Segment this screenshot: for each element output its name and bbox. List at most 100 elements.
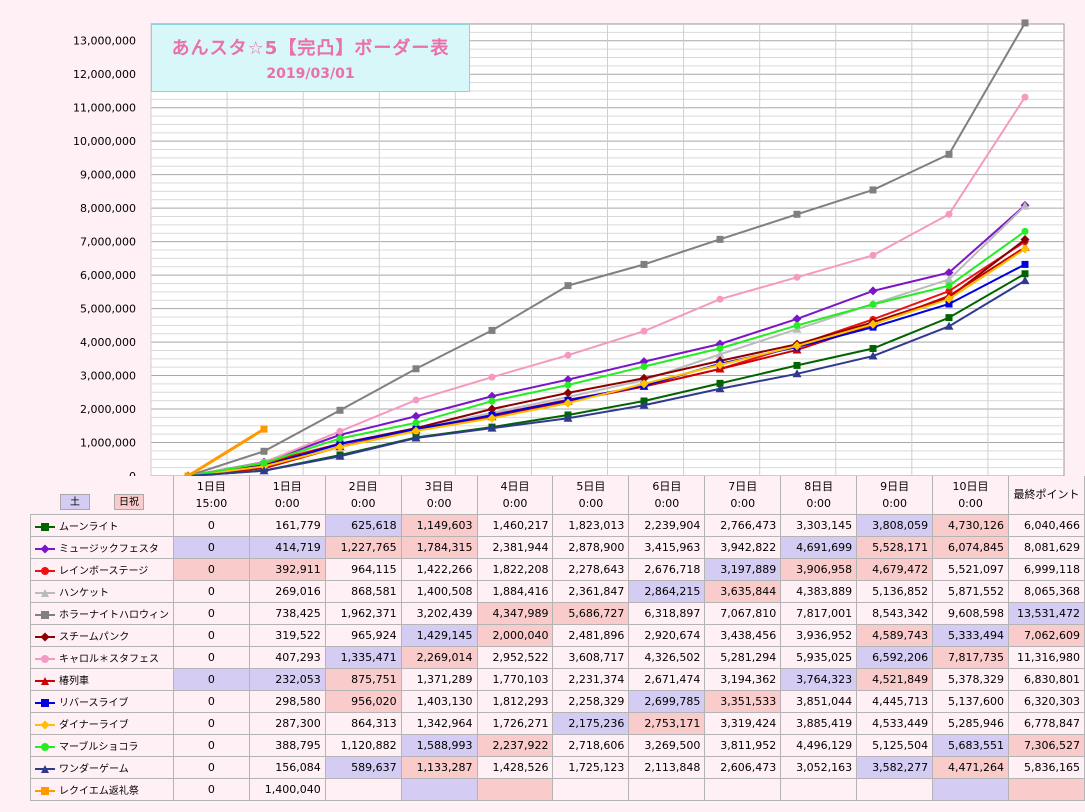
data-point [715, 349, 725, 358]
data-point [1021, 270, 1029, 278]
value-cell: 0 [173, 557, 250, 581]
value-cell: 2,952,522 [476, 645, 554, 669]
data-point [869, 300, 877, 308]
value-cell: 5,137,600 [932, 689, 1009, 713]
data-point [412, 396, 420, 404]
data-point [639, 373, 649, 383]
legend-swatch-icon [35, 631, 55, 642]
value-cell: 1,422,266 [400, 557, 478, 581]
value-cell [780, 777, 858, 801]
table-row: レクイエム返礼祭 0 1,400,040 [30, 777, 1085, 801]
column-header: 3日目 0:00 [400, 476, 478, 515]
series-name: キャロル＊スタフェス [59, 653, 159, 665]
column-day: 6日目 [652, 479, 682, 493]
data-point [336, 434, 344, 442]
value-cell: 4,589,743 [856, 623, 934, 647]
y-tick-label: 11,000,000 [73, 102, 136, 115]
value-cell: 6,778,847 [1008, 711, 1085, 735]
value-cell: 5,125,504 [856, 733, 934, 757]
data-point [715, 384, 725, 393]
data-point [488, 373, 496, 381]
value-cell: 0 [173, 513, 250, 537]
legend-swatch-icon [35, 522, 55, 531]
column-day: 10日目 [952, 479, 989, 493]
value-cell: 11,316,980 [1008, 645, 1085, 669]
value-cell: 2,753,171 [628, 711, 706, 735]
value-cell: 5,378,329 [932, 667, 1009, 691]
value-cell: 2,718,606 [552, 733, 630, 757]
table-row: ワンダーゲーム 0 156,084 589,637 1,133,287 1,428,526… [30, 755, 1085, 779]
value-cell: 3,851,044 [780, 689, 858, 713]
value-cell: 1,428,526 [476, 755, 554, 779]
value-cell: 2,481,896 [552, 623, 630, 647]
value-cell: 1,770,103 [476, 667, 554, 691]
y-tick-label: 8,000,000 [80, 202, 136, 215]
data-point [564, 381, 572, 389]
column-time: 0:00 [806, 496, 832, 510]
value-cell: 3,415,963 [628, 535, 706, 559]
column-header: 4日目 0:00 [476, 476, 554, 515]
value-cell: 9,608,598 [932, 601, 1009, 625]
value-cell: 3,608,717 [552, 645, 630, 669]
value-cell: 392,911 [248, 557, 326, 581]
table-row: スチームパンク 0 319,522 965,924 1,429,145 2,000,040… [30, 623, 1085, 647]
value-cell: 6,592,206 [856, 645, 934, 669]
series-ホラーナイトハロウィン [184, 19, 1029, 476]
data-point [944, 274, 954, 283]
data-point [716, 379, 724, 387]
series-name-cell: 椿列車 [30, 667, 174, 691]
data-point [793, 210, 801, 218]
y-tick-label: 1,000,000 [80, 437, 136, 450]
column-day: 1日目 [272, 479, 302, 493]
data-point [335, 451, 345, 460]
data-point [945, 210, 953, 218]
data-point [945, 150, 953, 158]
data-point [639, 379, 649, 389]
value-cell: 3,808,059 [856, 513, 934, 537]
data-point [564, 351, 572, 359]
column-day: 2日目 [348, 479, 378, 493]
value-cell [704, 777, 782, 801]
series-name-cell: ワンダーゲーム [30, 755, 174, 779]
data-point [488, 397, 496, 405]
data-point [945, 287, 953, 295]
chart-title: あんスタ☆5【完凸】ボーダー表 [171, 38, 450, 59]
data-point [1021, 260, 1029, 268]
value-cell: 0 [173, 733, 250, 757]
value-cell: 6,999,118 [1008, 557, 1085, 581]
column-time: 0:00 [502, 496, 528, 510]
value-cell: 2,278,643 [552, 557, 630, 581]
value-cell: 4,383,889 [780, 579, 858, 603]
column-header: 6日目 0:00 [628, 476, 706, 515]
series-name-cell: スチームパンク [30, 623, 174, 647]
table-row: 椿列車 0 232,053 875,751 1,371,289 1,770,103 2,23… [30, 667, 1085, 691]
chart-title-box: あんスタ☆5【完凸】ボーダー表 2019/03/01 [151, 24, 470, 92]
data-point [868, 286, 878, 296]
legend-swatch-icon [35, 588, 55, 597]
value-cell: 1,812,293 [476, 689, 554, 713]
value-cell: 414,719 [248, 535, 326, 559]
value-cell: 269,016 [248, 579, 326, 603]
series-line [187, 204, 1026, 476]
value-cell: 5,333,494 [932, 623, 1009, 647]
series-レクイエム返礼祭 [184, 425, 268, 476]
value-cell: 1,403,130 [400, 689, 478, 713]
value-cell: 1,371,289 [400, 667, 478, 691]
value-cell: 298,580 [248, 689, 326, 713]
table-row: リバースライブ 0 298,580 956,020 1,403,130 1,812,293… [30, 689, 1085, 713]
data-point [412, 365, 420, 373]
table-row: ハンケット 0 269,016 868,581 1,400,508 1,884,416 2,… [30, 579, 1085, 603]
value-cell: 2,878,900 [552, 535, 630, 559]
value-cell: 1,962,371 [324, 601, 402, 625]
value-cell: 2,231,374 [552, 667, 630, 691]
series-line [187, 279, 1026, 476]
value-cell: 6,830,801 [1008, 667, 1085, 691]
value-cell: 7,062,609 [1008, 623, 1085, 647]
data-point [944, 294, 954, 304]
chart-date: 2019/03/01 [266, 66, 355, 82]
value-cell: 625,618 [324, 513, 402, 537]
value-cell: 2,361,847 [552, 579, 630, 603]
data-point [336, 406, 344, 414]
value-cell: 1,342,964 [400, 711, 478, 735]
data-point [945, 300, 953, 308]
